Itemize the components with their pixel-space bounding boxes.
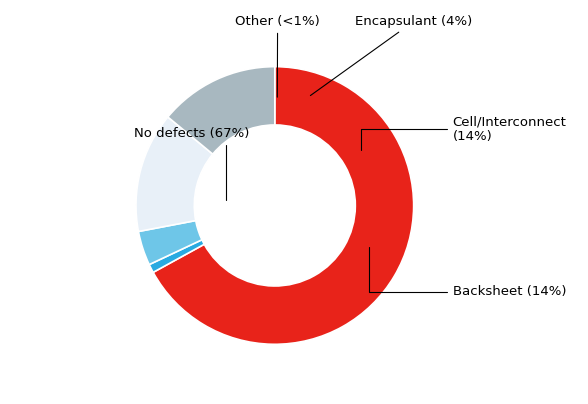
Text: Encapsulant (4%): Encapsulant (4%) [310,15,473,96]
Text: No defects (67%): No defects (67%) [135,127,250,200]
Text: Other (<1%): Other (<1%) [235,15,320,97]
Wedge shape [168,67,275,154]
Wedge shape [149,240,204,272]
Wedge shape [153,67,413,344]
Text: Cell/Interconnect
(14%): Cell/Interconnect (14%) [361,115,566,150]
Text: Backsheet (14%): Backsheet (14%) [369,247,566,298]
Wedge shape [136,117,213,231]
Wedge shape [138,221,202,265]
